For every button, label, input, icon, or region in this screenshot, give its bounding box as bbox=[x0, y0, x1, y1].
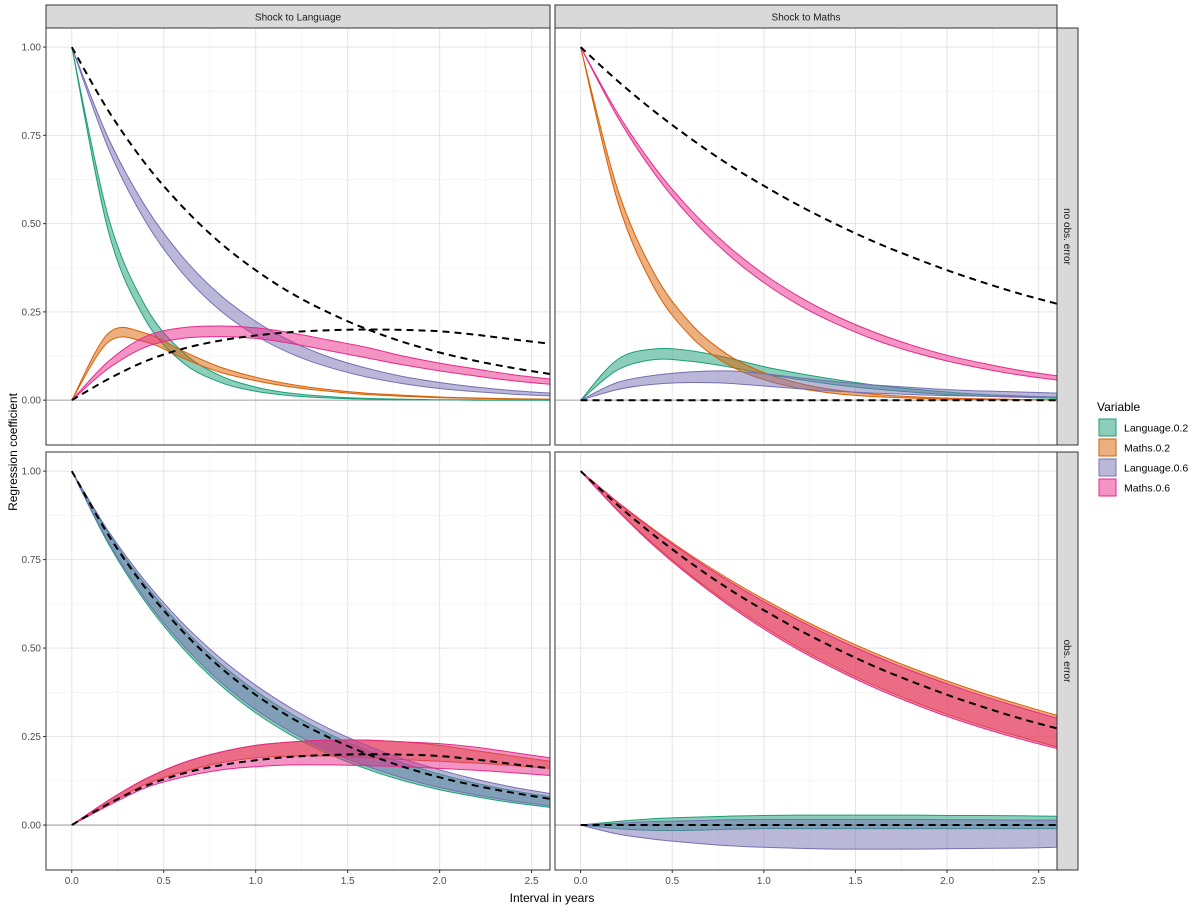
panel-r1-c0: 0.00 0.25 0.50 0.75 1.00 0.0 0.5 1.0 1.5 2.0 2.5 bbox=[22, 451, 551, 887]
panel-marks bbox=[579, 470, 1057, 850]
reference-dashed-line-2 bbox=[71, 753, 550, 826]
y-tick-label: 1.00 bbox=[22, 43, 42, 54]
row-strip-label: no obs. error bbox=[1061, 208, 1072, 265]
legend-item: Language.0.2 bbox=[1098, 418, 1188, 437]
legend-item: Maths.0.6 bbox=[1098, 478, 1170, 497]
legend-swatch bbox=[1098, 438, 1117, 457]
row-strip bbox=[1056, 27, 1079, 446]
panel-marks bbox=[579, 46, 1057, 402]
column-strip-label: Shock to Maths bbox=[772, 13, 841, 24]
ribbon-maths-0-6 bbox=[71, 739, 550, 826]
panel-border bbox=[45, 451, 551, 871]
ribbon-maths-0-2 bbox=[580, 46, 1057, 401]
legend: Variable Language.0.2Maths.0.2Language.0… bbox=[1097, 400, 1188, 497]
reference-dashed-line-1 bbox=[579, 470, 1057, 730]
x-tick-label: 2.0 bbox=[940, 876, 954, 887]
x-tick-label: 0.0 bbox=[574, 876, 588, 887]
column-strip bbox=[554, 4, 1058, 29]
ribbon-language-0-6 bbox=[580, 818, 1057, 850]
x-tick-label: 1.5 bbox=[341, 876, 355, 887]
row-strip bbox=[1056, 451, 1079, 871]
x-tick-label: 1.0 bbox=[757, 876, 771, 887]
x-tick-label: 0.5 bbox=[665, 876, 679, 887]
y-axis-title: Regression coefficient bbox=[6, 392, 20, 511]
column-strip bbox=[45, 4, 551, 29]
y-tick-label: 0.00 bbox=[22, 821, 42, 832]
panel-marks bbox=[70, 470, 550, 826]
y-tick-label: 0.25 bbox=[22, 307, 42, 318]
y-tick-label: 0.50 bbox=[22, 219, 42, 230]
ribbon-maths-0-6 bbox=[580, 46, 1057, 381]
legend-items: Language.0.2 Maths.0.2 Language.0.6 Maths.0… bbox=[1098, 418, 1188, 497]
legend-label: Maths.0.6 bbox=[1124, 483, 1170, 495]
legend-swatch bbox=[1098, 478, 1117, 497]
legend-swatch bbox=[1098, 458, 1117, 477]
ribbon-language-0-2 bbox=[71, 46, 550, 401]
reference-dashed-line-1 bbox=[70, 470, 550, 800]
reference-dashed-line-1 bbox=[70, 46, 550, 375]
panel-r0-c0: 0.00 0.25 0.50 0.75 1.00 Shock to Language bbox=[22, 4, 551, 446]
x-tick-label: 2.5 bbox=[1032, 876, 1046, 887]
y-tick-label: 0.50 bbox=[22, 644, 42, 655]
ribbon-language-0-6 bbox=[71, 470, 550, 807]
x-axis-title: Interval in years bbox=[510, 891, 595, 905]
x-tick-label: 2.5 bbox=[525, 876, 539, 887]
legend-item: Language.0.6 bbox=[1098, 458, 1188, 477]
reference-dashed-line-2 bbox=[71, 328, 550, 402]
legend-label: Maths.0.2 bbox=[1124, 443, 1170, 455]
ribbon-maths-0-6 bbox=[71, 325, 550, 401]
ribbon-maths-0-6 bbox=[580, 470, 1057, 750]
y-tick-label: 0.75 bbox=[22, 131, 42, 142]
x-tick-label: 1.5 bbox=[849, 876, 863, 887]
row-strip-label: obs. error bbox=[1061, 640, 1072, 683]
y-tick-label: 0.25 bbox=[22, 732, 42, 743]
y-tick-label: 1.00 bbox=[22, 467, 42, 478]
reference-dashed-line-1 bbox=[579, 46, 1057, 305]
panel-r1-c1: 0.0 0.5 1.0 1.5 2.0 2.5 obs. error bbox=[554, 451, 1079, 887]
x-tick-label: 0.5 bbox=[157, 876, 171, 887]
legend-label: Language.0.2 bbox=[1124, 423, 1188, 435]
legend-title: Variable bbox=[1097, 400, 1140, 414]
legend-item: Maths.0.2 bbox=[1098, 438, 1170, 457]
x-tick-label: 0.0 bbox=[65, 876, 79, 887]
legend-swatch bbox=[1098, 418, 1117, 437]
column-strip-label: Shock to Language bbox=[255, 13, 342, 24]
panel-r0-c1: Shock to Maths no obs. error bbox=[554, 4, 1079, 446]
panel-background bbox=[46, 452, 550, 870]
ribbon-language-0-6 bbox=[580, 370, 1057, 401]
x-tick-label: 1.0 bbox=[249, 876, 263, 887]
ribbon-maths-0-2 bbox=[71, 326, 550, 401]
x-tick-label: 2.0 bbox=[433, 876, 447, 887]
y-tick-label: 0.75 bbox=[22, 555, 42, 566]
legend-label: Language.0.6 bbox=[1124, 463, 1188, 475]
panel-background bbox=[46, 28, 550, 445]
y-tick-label: 0.00 bbox=[22, 396, 42, 407]
